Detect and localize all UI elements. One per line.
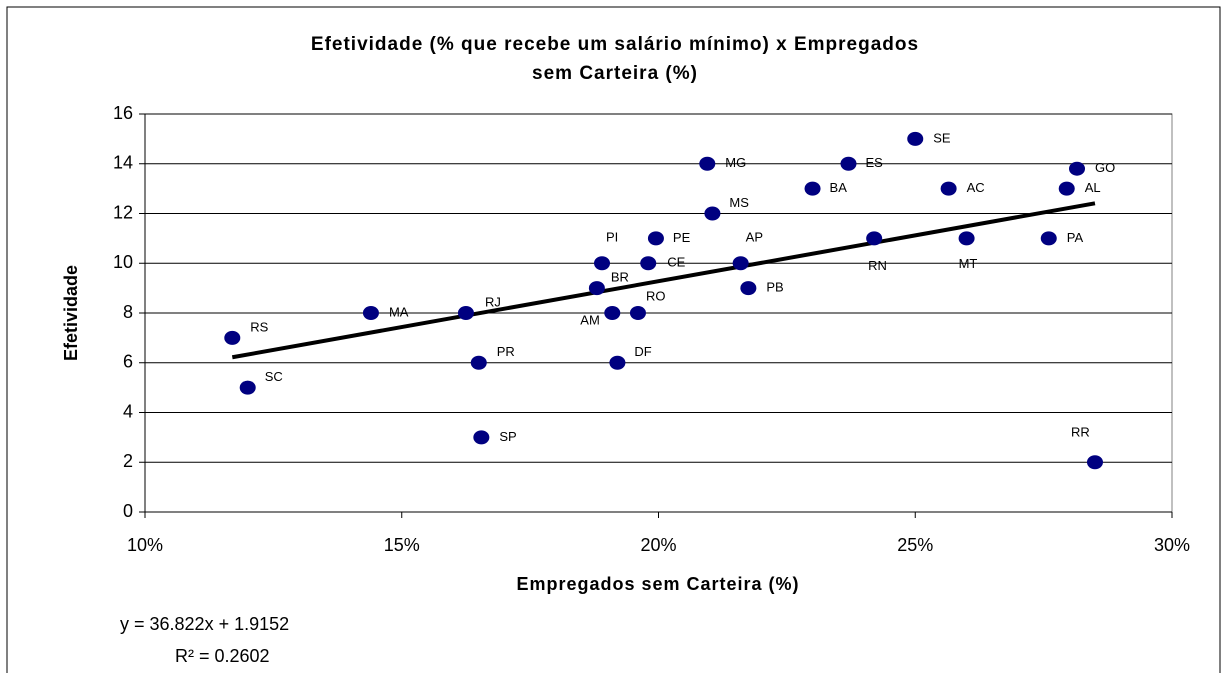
point <box>473 430 490 445</box>
point <box>740 281 757 296</box>
point-label: BR <box>611 270 629 285</box>
y-tick-label: 2 <box>123 451 133 471</box>
point <box>958 231 975 246</box>
y-tick-label: 16 <box>113 103 133 123</box>
point <box>588 281 605 296</box>
point-label: AL <box>1085 180 1101 195</box>
point-label: DF <box>634 344 651 359</box>
x-tick-label: 10% <box>127 535 163 555</box>
point-label: RN <box>868 258 887 273</box>
point <box>604 306 621 320</box>
point-label: RR <box>1071 425 1090 440</box>
point-label: PA <box>1067 230 1084 245</box>
point <box>1040 231 1057 246</box>
point-label: AP <box>746 230 763 245</box>
point <box>457 306 474 320</box>
point-label: MG <box>725 155 746 170</box>
trend-r2: R² = 0.2602 <box>175 646 270 666</box>
point <box>647 231 664 246</box>
point <box>224 330 241 345</box>
point-label: SE <box>933 130 951 145</box>
y-tick-label: 6 <box>123 352 133 372</box>
x-tick-label: 25% <box>897 535 933 555</box>
point-label: PI <box>606 230 618 245</box>
point <box>1086 455 1103 470</box>
chart-title: Efetividade (% que recebe um salário mín… <box>311 34 919 55</box>
point-label: RJ <box>485 294 501 309</box>
point <box>1058 181 1075 196</box>
x-tick-label: 20% <box>640 535 676 555</box>
point-label: ES <box>865 155 883 170</box>
point-label: CE <box>667 255 685 270</box>
y-tick-label: 0 <box>123 501 133 521</box>
point <box>629 306 646 320</box>
point-label: PB <box>766 280 783 295</box>
point-label: SC <box>265 369 283 384</box>
point-label: MA <box>389 304 409 319</box>
point <box>699 156 716 171</box>
y-axis-label: Efetividade <box>61 265 81 361</box>
point <box>594 256 611 271</box>
point <box>907 131 924 146</box>
point-label: PE <box>673 230 691 245</box>
point-label: BA <box>830 180 848 195</box>
point <box>732 256 749 271</box>
point-label: RO <box>646 288 666 303</box>
y-tick-label: 8 <box>123 302 133 322</box>
point <box>470 355 487 370</box>
point <box>840 156 857 171</box>
y-tick-label: 12 <box>113 202 133 222</box>
x-axis-label: Empregados sem Carteira (%) <box>516 574 799 594</box>
point-label: AC <box>967 180 985 195</box>
point <box>866 231 883 246</box>
point-label: GO <box>1095 160 1115 175</box>
point-label: SP <box>499 429 516 444</box>
point <box>609 355 626 370</box>
point-label: MS <box>729 195 749 210</box>
y-tick-label: 10 <box>113 252 133 272</box>
point <box>640 256 657 271</box>
point-label: RS <box>250 319 268 334</box>
x-tick-label: 15% <box>384 535 420 555</box>
y-tick-label: 14 <box>113 153 133 173</box>
point-label: MT <box>959 256 978 271</box>
y-tick-label: 4 <box>123 401 133 421</box>
point <box>362 306 379 320</box>
trend-equation: y = 36.822x + 1.9152 <box>120 614 289 634</box>
point-label: PR <box>497 344 515 359</box>
x-tick-label: 30% <box>1154 535 1190 555</box>
trendline <box>231 201 1096 360</box>
point-label: AM <box>580 312 600 327</box>
point <box>1069 161 1086 176</box>
point <box>804 181 821 196</box>
point <box>704 206 721 221</box>
point <box>239 380 256 395</box>
chart-title: sem Carteira (%) <box>532 63 698 84</box>
point <box>940 181 957 196</box>
